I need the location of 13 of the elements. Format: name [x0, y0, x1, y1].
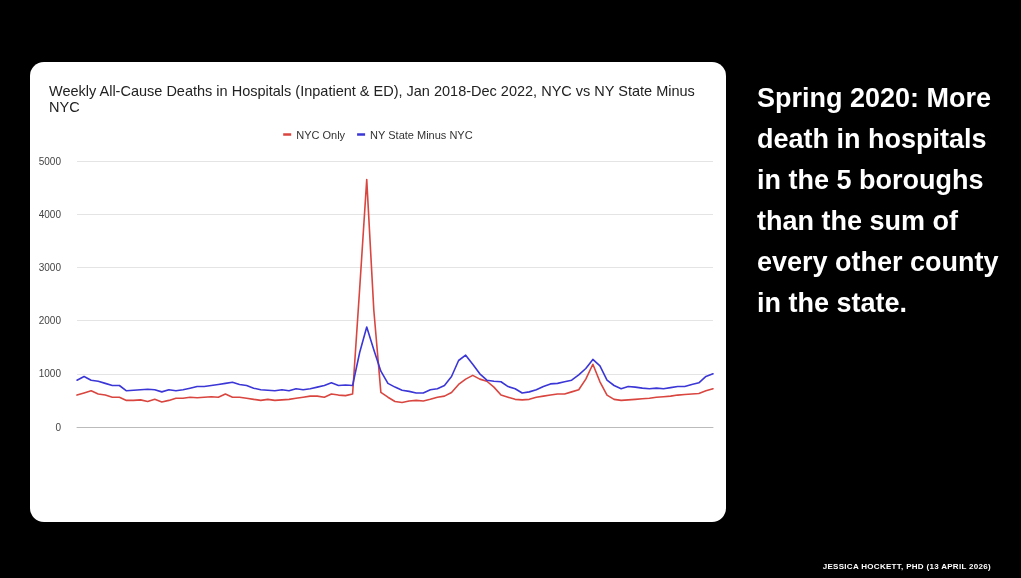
y-tick-label: 5000 — [38, 155, 62, 167]
line-series — [76, 326, 714, 394]
y-tick-label: 4000 — [38, 208, 62, 220]
y-tick-label: 2000 — [38, 315, 62, 327]
line-series — [76, 178, 714, 404]
text: Spring 2020: More death in hospitals in the 5 boroughs than the sum of every other county in the state. — [757, 82, 1000, 320]
y-tick-label: 3000 — [38, 261, 62, 273]
y-tick-label: 0 — [55, 421, 62, 433]
legend-label: NYC Only — [296, 128, 346, 141]
legend-label: NY State Minus NYC — [370, 128, 473, 141]
y-tick-label: 1000 — [38, 368, 62, 380]
chart-title: Weekly All-Cause Deaths in Hospitals (Inpatient & ED), Jan 2018-Dec 2022, NYC vs NY State Minus NYC — [49, 83, 699, 115]
text: JESSICA HOCKETT, PHD (13 APRIL 2026) — [822, 562, 991, 571]
